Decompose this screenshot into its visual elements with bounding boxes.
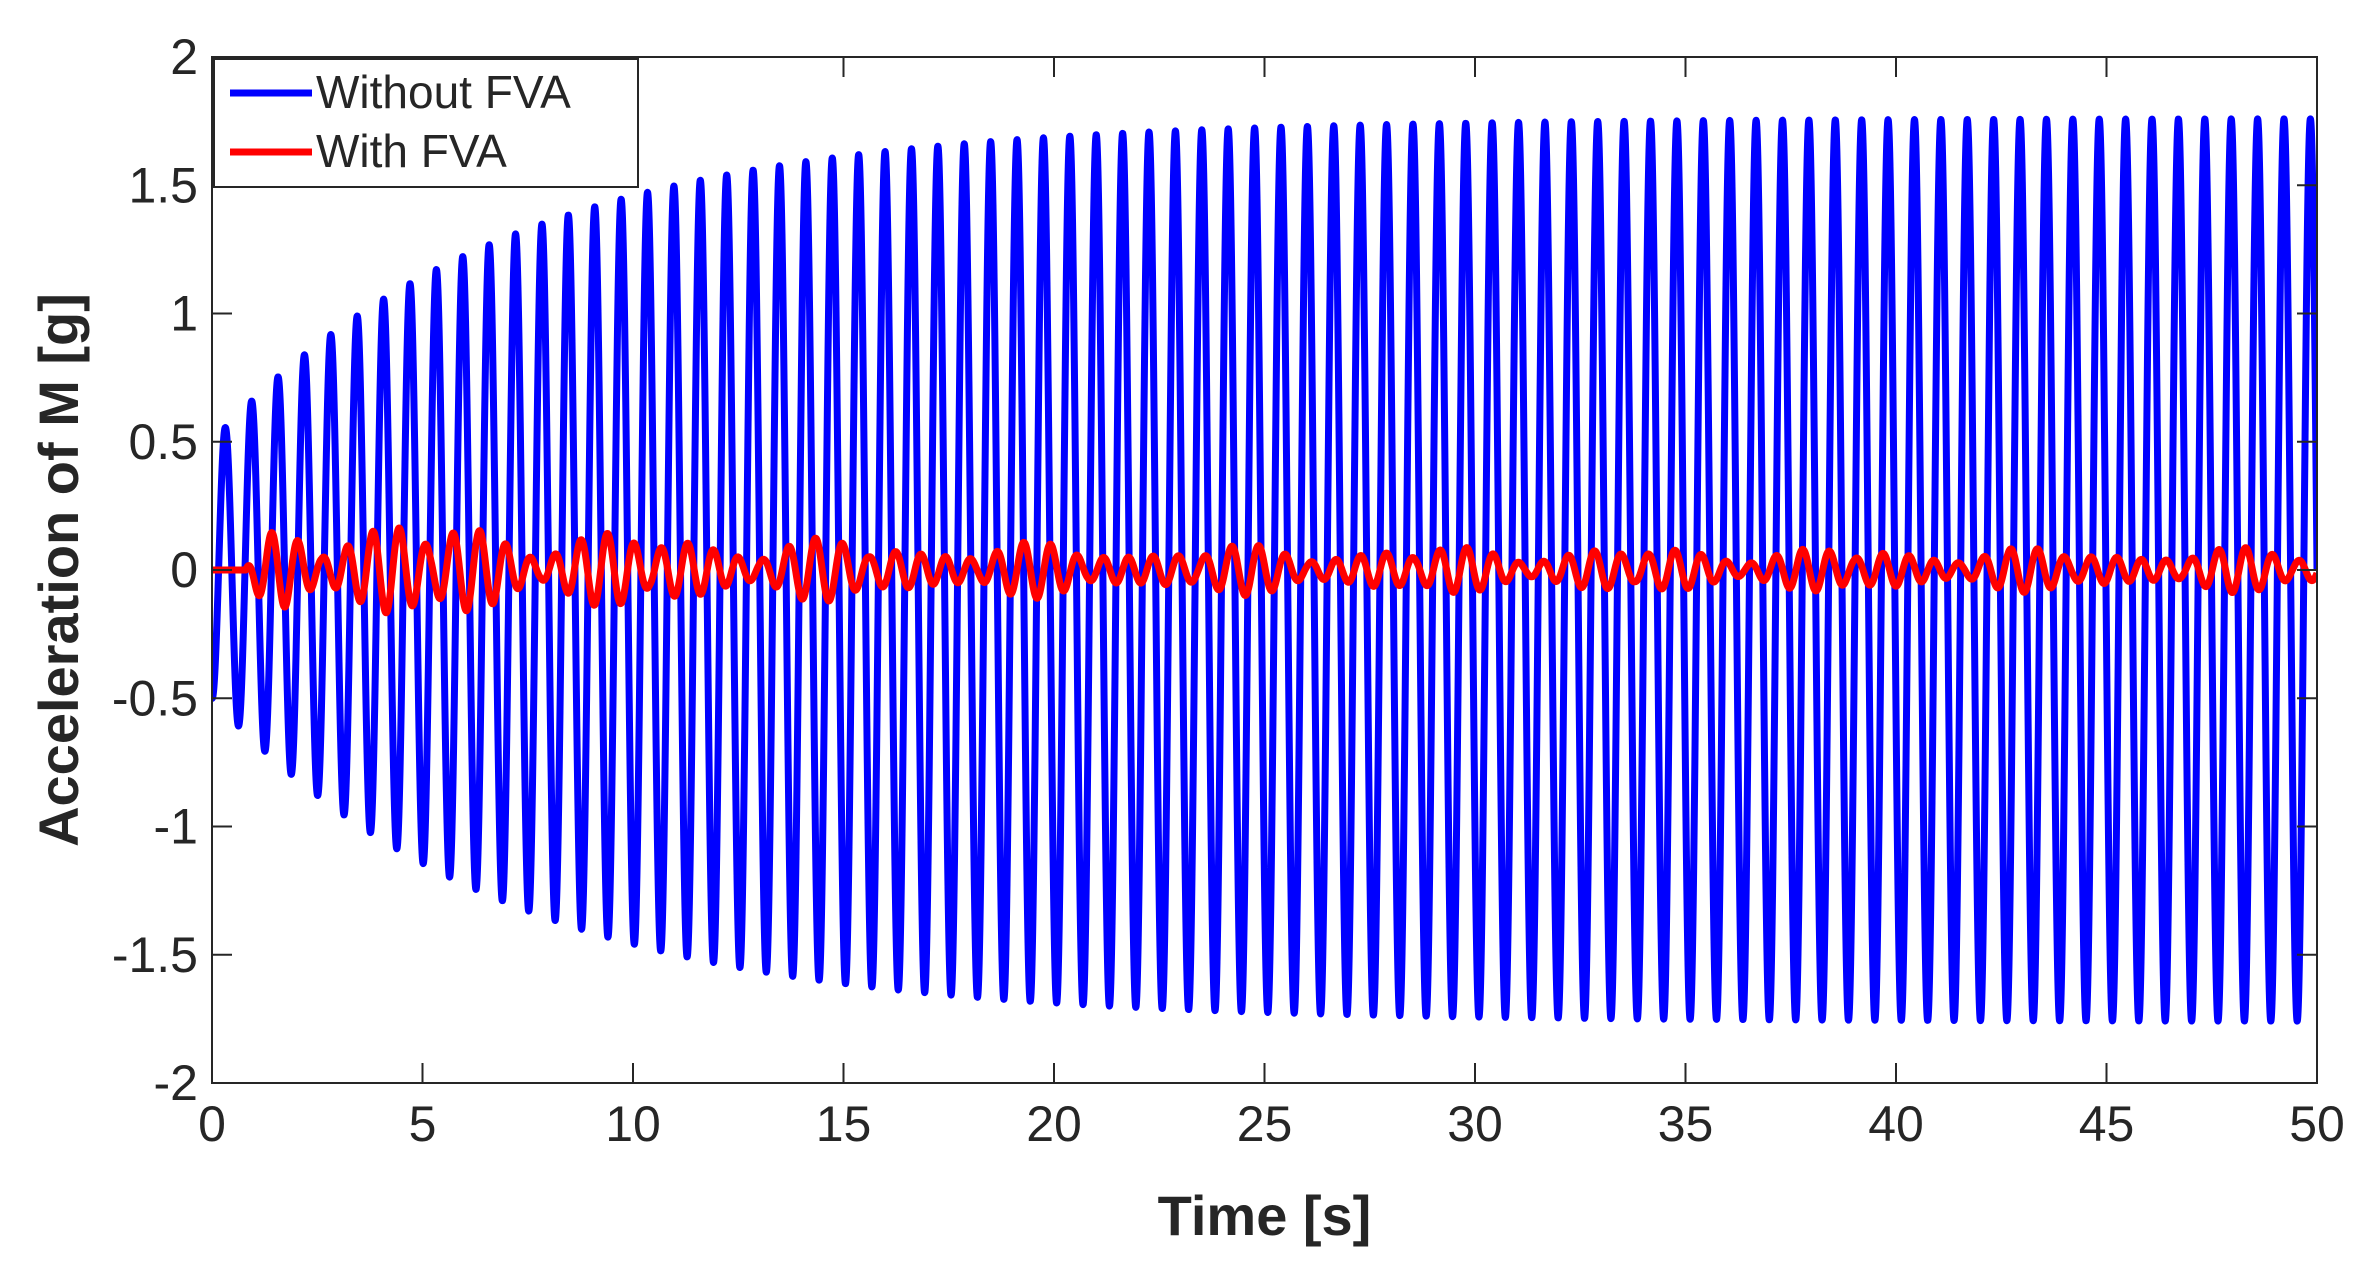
- y-axis: 2 1.5 1 0.5 0 -0.5 -1 -1.5 -2: [112, 29, 2317, 1111]
- series-layer: [212, 115, 2317, 1025]
- x-axis-label: Time [s]: [1158, 1184, 1372, 1247]
- series-line-with-fva: [212, 524, 2317, 617]
- y-tick-label: -0.5: [112, 670, 198, 726]
- y-tick-label: 1.5: [128, 157, 198, 213]
- x-tick-label: 35: [1658, 1096, 1714, 1152]
- legend: Without FVA With FVA: [213, 58, 639, 188]
- y-tick-label: 0: [170, 542, 198, 598]
- y-tick-label: 2: [170, 29, 198, 85]
- x-tick-label: 5: [409, 1096, 437, 1152]
- x-tick-label: 30: [1447, 1096, 1503, 1152]
- y-tick-label: 1: [170, 286, 198, 342]
- x-tick-label: 15: [816, 1096, 872, 1152]
- x-tick-label: 25: [1237, 1096, 1293, 1152]
- legend-label-with-fva: With FVA: [316, 125, 507, 177]
- x-tick-label: 10: [605, 1096, 661, 1152]
- x-tick-label: 20: [1026, 1096, 1082, 1152]
- y-tick-label: 0.5: [128, 414, 198, 470]
- x-tick-label: 40: [1868, 1096, 1924, 1152]
- legend-box: [213, 58, 639, 188]
- x-tick-label: 50: [2289, 1096, 2345, 1152]
- legend-label-without-fva: Without FVA: [316, 66, 571, 118]
- y-tick-label: -1: [154, 799, 198, 855]
- x-tick-label: 0: [198, 1096, 226, 1152]
- y-tick-label: -1.5: [112, 927, 198, 983]
- y-axis-label: Acceleration of M [g]: [27, 293, 90, 847]
- y-tick-label: -2: [154, 1055, 198, 1111]
- x-tick-label: 45: [2079, 1096, 2135, 1152]
- x-axis: 0 5 10 15 20 25 30 35 40 45 50: [198, 57, 2345, 1152]
- series-line-without-fva: [212, 115, 2317, 1025]
